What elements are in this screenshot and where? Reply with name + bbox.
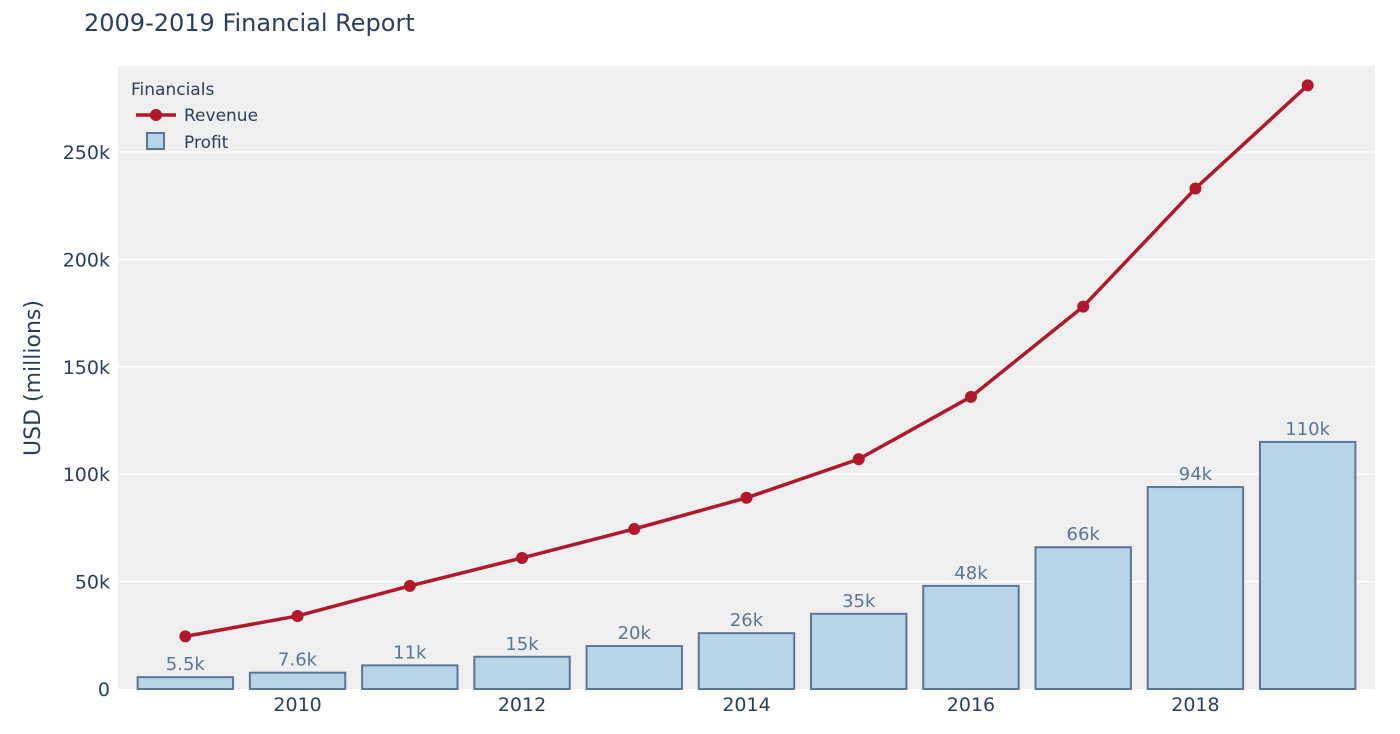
profit-bar-label: 20k [618,623,652,644]
legend-revenue-label: Revenue [184,106,258,126]
profit-bar-label: 15k [505,634,539,655]
profit-bar[interactable] [361,664,459,690]
revenue-point[interactable] [1301,79,1314,92]
profit-bar[interactable] [697,632,796,691]
profit-bar[interactable] [1258,440,1357,690]
profit-bar-label: 5.5k [166,654,206,675]
y-tick-label: 150k [63,357,110,379]
profit-bars [136,440,1357,691]
legend: Financials Revenue Profit [131,80,258,153]
y-tick-label: 50k [75,572,110,594]
profit-bar[interactable] [585,645,683,691]
revenue-point[interactable] [852,453,865,466]
x-tick-label: 2018 [1171,694,1219,716]
chart-title: 2009-2019 Financial Report [84,9,415,37]
profit-bar[interactable] [922,584,1020,690]
revenue-point[interactable] [740,491,753,504]
y-axis-ticks: 0 50k 100k 150k 200k 250k [63,142,110,701]
profit-bar-label: 35k [842,591,876,612]
profit-bar-label: 26k [730,610,764,631]
revenue-point[interactable] [1077,300,1090,313]
profit-bar[interactable] [136,676,235,691]
profit-bar-label: 7.6k [278,650,318,671]
profit-bar-label: 48k [954,563,988,584]
revenue-point[interactable] [964,390,977,403]
profit-bar[interactable] [473,655,571,691]
x-tick-label: 2016 [947,694,995,716]
profit-bar[interactable] [248,671,347,690]
x-axis-ticks: 2010 2012 2014 2016 2018 [273,694,1219,716]
profit-bar[interactable] [810,612,908,691]
revenue-line-layer [179,79,1314,643]
revenue-point[interactable] [179,630,192,643]
y-tick-label: 200k [63,249,110,271]
revenue-point[interactable] [403,579,416,592]
profit-bar-label: 66k [1067,524,1101,545]
y-tick-label: 100k [63,464,110,486]
y-tick-label: 250k [63,142,110,164]
legend-item-profit[interactable]: Profit [146,132,229,153]
revenue-point[interactable] [1189,182,1202,195]
x-tick-label: 2012 [498,694,546,716]
revenue-point[interactable] [516,551,529,564]
profit-bar-labels: 5.5k 7.6k 11k 15k 20k 26k 35k 48k 66k 94k 110k [166,419,1331,675]
revenue-point[interactable] [628,522,641,535]
legend-profit-label: Profit [184,133,229,153]
profit-bar[interactable] [1146,486,1245,690]
profit-bar[interactable] [1034,546,1132,691]
revenue-point[interactable] [291,609,304,622]
legend-item-revenue[interactable]: Revenue [136,106,258,126]
profit-bar-label: 94k [1179,464,1213,485]
x-tick-label: 2014 [722,694,770,716]
x-tick-label: 2010 [273,694,321,716]
profit-bar-label: 110k [1285,419,1330,440]
profit-bar-label: 11k [393,642,427,663]
y-tick-label: 0 [98,679,110,701]
legend-revenue-marker-swatch [150,109,162,121]
legend-title: Financials [131,80,214,100]
y-axis-label: USD (millions) [21,300,46,456]
legend-profit-swatch [146,132,165,150]
